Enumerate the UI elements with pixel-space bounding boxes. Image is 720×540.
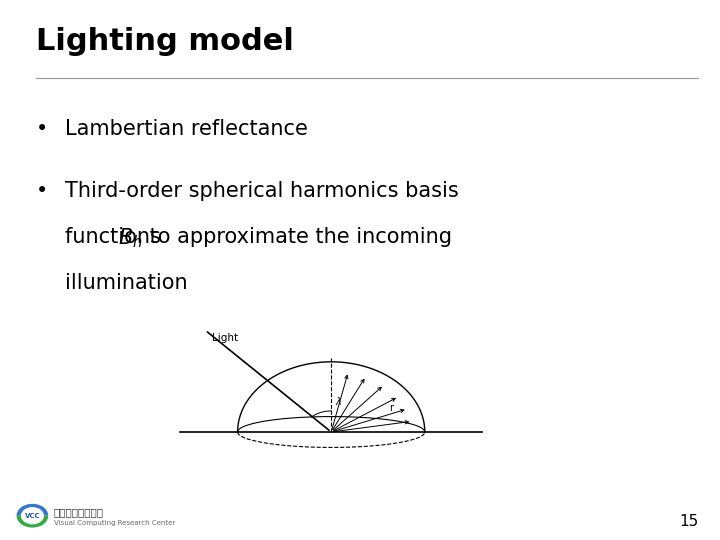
Text: •: • [36, 181, 48, 201]
Text: illumination: illumination [65, 273, 187, 293]
Text: Light: Light [212, 333, 238, 343]
Text: functions: functions [65, 227, 167, 247]
Text: VCC: VCC [24, 512, 40, 519]
Wedge shape [17, 504, 48, 516]
Text: 15: 15 [679, 514, 698, 529]
Text: Lighting model: Lighting model [36, 27, 294, 56]
Text: Lambertian reflectance: Lambertian reflectance [65, 119, 307, 139]
Text: $\lambda$: $\lambda$ [335, 395, 342, 407]
Text: to approximate the incoming: to approximate the incoming [143, 227, 451, 247]
Text: 可视计算研究中心: 可视计算研究中心 [54, 507, 104, 517]
Text: r: r [390, 403, 393, 413]
Text: Visual Computing Research Center: Visual Computing Research Center [54, 519, 175, 526]
Wedge shape [17, 516, 48, 528]
Text: $\mathit{B}_h$: $\mathit{B}_h$ [118, 227, 143, 251]
Text: •: • [36, 119, 48, 139]
Text: Third-order spherical harmonics basis: Third-order spherical harmonics basis [65, 181, 459, 201]
